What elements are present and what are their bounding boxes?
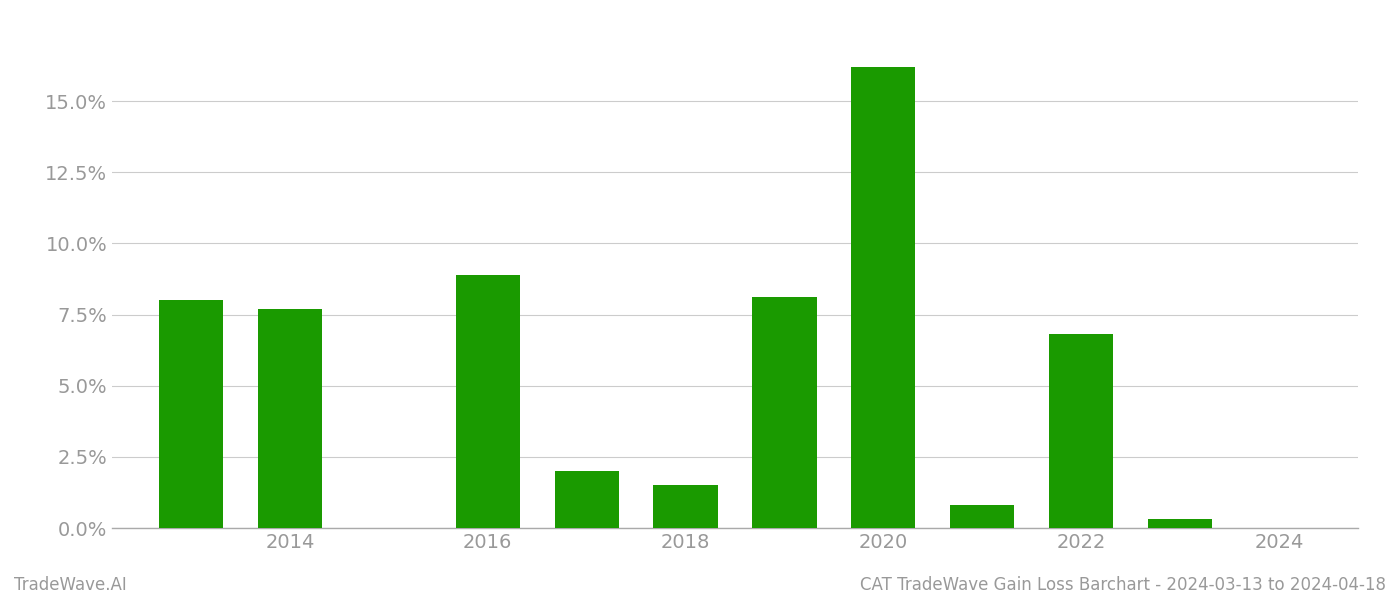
Bar [1049,334,1113,528]
Bar [160,301,223,528]
Bar [554,471,619,528]
Text: CAT TradeWave Gain Loss Barchart - 2024-03-13 to 2024-04-18: CAT TradeWave Gain Loss Barchart - 2024-… [860,576,1386,594]
Bar [951,505,1015,528]
Bar [1148,520,1212,528]
Bar [851,67,916,528]
Bar [752,298,816,528]
Bar [455,275,519,528]
Bar [654,485,718,528]
Bar [258,309,322,528]
Text: TradeWave.AI: TradeWave.AI [14,576,127,594]
